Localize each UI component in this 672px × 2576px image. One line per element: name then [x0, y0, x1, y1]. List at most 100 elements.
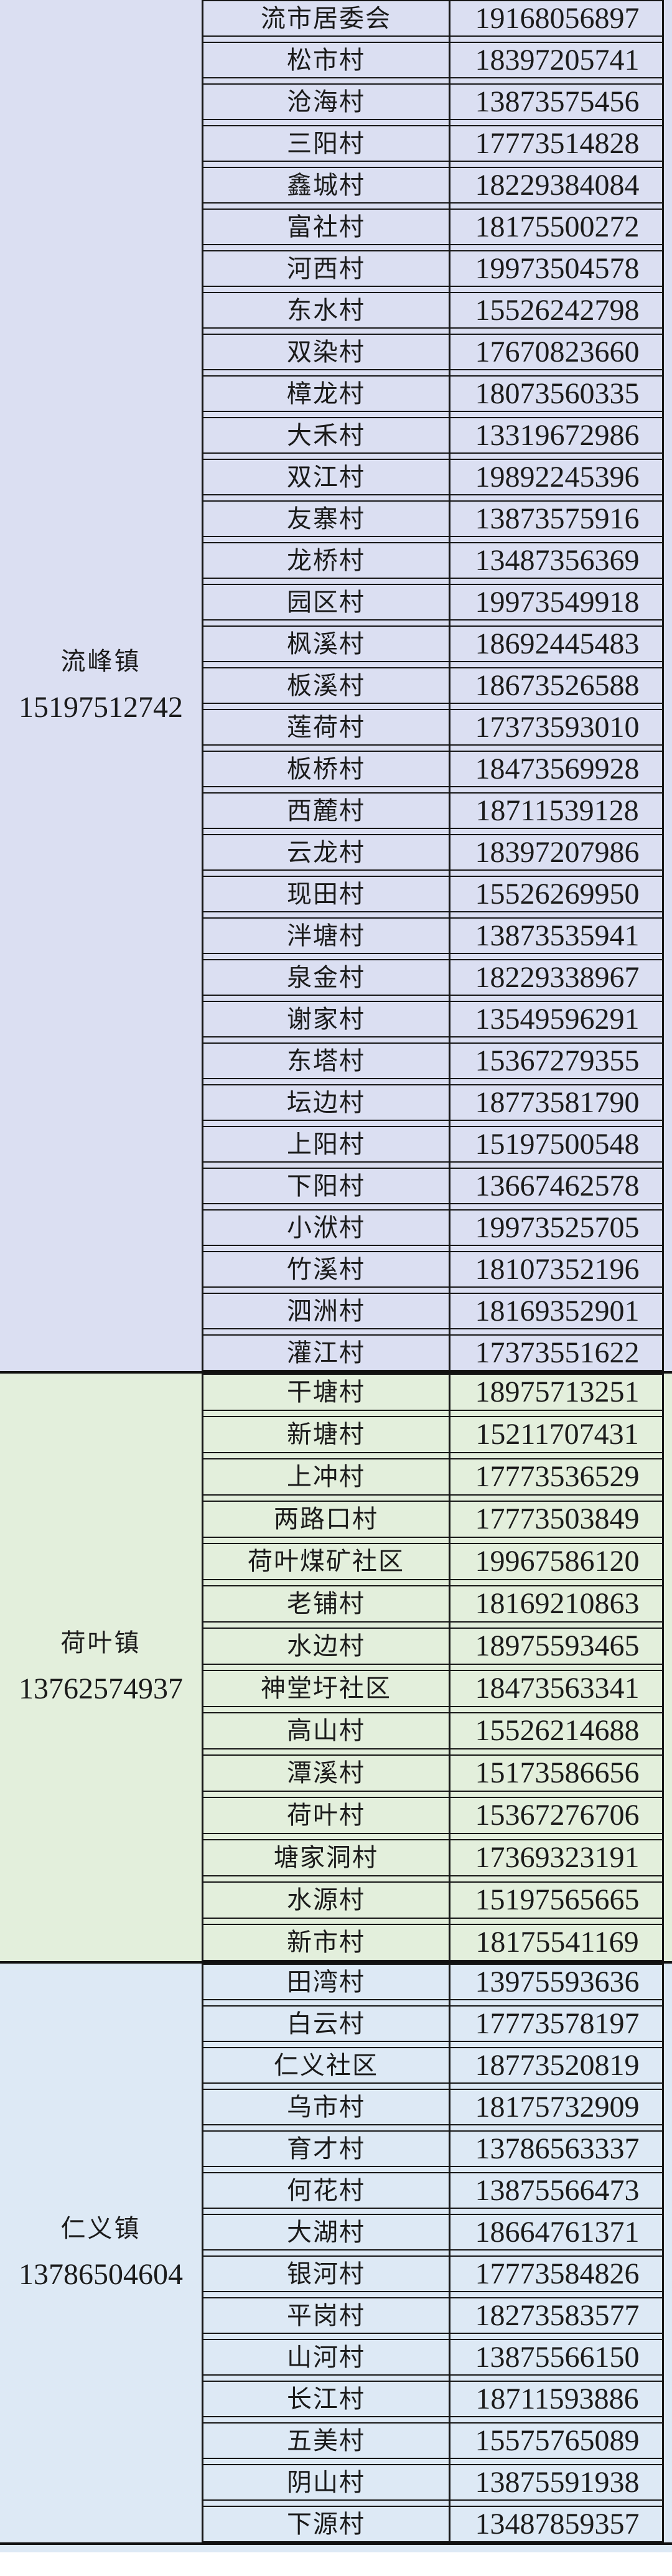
phone-number: 15526214688	[475, 1714, 640, 1747]
table-row: 新市村 18175541169	[202, 1924, 664, 1961]
table-row: 灌江村 17373551622	[202, 1334, 664, 1371]
village-name: 鑫城村	[287, 171, 365, 199]
column-divider-line	[449, 1964, 450, 2542]
phone-number: 18107352196	[475, 1252, 640, 1286]
table-row: 上冲村 17773536529	[202, 1458, 664, 1496]
table-row: 田湾村 13975593636	[202, 1964, 664, 2000]
table-row: 坛边村 18773581790	[202, 1084, 664, 1121]
table-right-border-line	[662, 0, 664, 1371]
village-name: 坛边村	[287, 1088, 365, 1117]
village-name: 枫溪村	[287, 629, 365, 658]
village-name: 谢家村	[287, 1005, 365, 1033]
village-name: 大湖村	[287, 2218, 365, 2246]
phone-number: 13319672986	[475, 418, 640, 452]
village-name: 松市村	[287, 45, 365, 74]
table-row: 白云村 17773578197	[202, 2005, 664, 2042]
table-row: 莲荷村 17373593010	[202, 709, 664, 746]
table-row: 新塘村 15211707431	[202, 1416, 664, 1453]
table-row: 高山村 15526214688	[202, 1712, 664, 1749]
table-row: 板桥村 18473569928	[202, 751, 664, 787]
town-cell: 流峰镇 15197512742	[0, 0, 202, 1371]
village-name: 东水村	[287, 296, 365, 324]
village-name: 长江村	[287, 2384, 365, 2413]
phone-number: 19973504578	[475, 251, 640, 285]
town-name: 流峰镇	[60, 647, 141, 675]
phone-number: 15575765089	[475, 2424, 640, 2457]
table-row: 园区村 19973549918	[202, 584, 664, 621]
village-name: 干塘村	[287, 1378, 365, 1406]
table-row: 上阳村 15197500548	[202, 1126, 664, 1163]
village-name: 阴山村	[287, 2468, 365, 2496]
village-name: 两路口村	[274, 1505, 378, 1533]
table-row: 流市居委会 19168056897	[202, 0, 664, 37]
table-row: 何花村 13875566473	[202, 2172, 664, 2209]
phone-number: 17373551622	[475, 1336, 640, 1369]
table-row: 老铺村 18169210863	[202, 1585, 664, 1623]
phone-number: 18273583577	[475, 2298, 640, 2332]
table-row: 仁义社区 18773520819	[202, 2047, 664, 2084]
table-row: 东塔村 15367279355	[202, 1042, 664, 1079]
table-row: 干塘村 18975713251	[202, 1374, 664, 1411]
phone-number: 18711539128	[475, 794, 639, 827]
phone-number: 18773581790	[475, 1085, 640, 1119]
phone-number: 18175732909	[475, 2090, 640, 2124]
village-name: 河西村	[287, 254, 365, 283]
column-divider-line	[202, 0, 203, 1371]
section-divider	[0, 1961, 672, 1964]
section-heye: 荷叶镇 13762574937 干塘村 18975713251 新塘村 1521170…	[0, 1374, 672, 1961]
table-row: 乌市村 18175732909	[202, 2089, 664, 2125]
village-name: 云龙村	[287, 838, 365, 866]
village-name: 山河村	[287, 2343, 365, 2371]
rows-container: 干塘村 18975713251 新塘村 15211707431 上冲村 177735365…	[202, 1374, 672, 1961]
table-row: 沧海村 13873575456	[202, 83, 664, 120]
phone-number: 17773514828	[475, 126, 640, 160]
village-name: 上冲村	[287, 1463, 365, 1491]
phone-number: 18664761371	[475, 2215, 640, 2249]
village-name: 平岗村	[287, 2301, 365, 2330]
table-row: 下源村 13487859357	[202, 2506, 664, 2542]
phone-number: 13786563337	[475, 2132, 640, 2165]
village-name: 板溪村	[287, 671, 365, 700]
phone-number: 18073560335	[475, 377, 640, 410]
table-row: 樟龙村 18073560335	[202, 375, 664, 412]
village-name: 田湾村	[287, 1967, 365, 1996]
village-name: 乌市村	[287, 2092, 365, 2121]
rows-container: 流市居委会 19168056897 松市村 18397205741 沧海村 1387357…	[202, 0, 672, 1371]
village-name: 流市居委会	[261, 4, 391, 32]
table-row: 竹溪村 18107352196	[202, 1251, 664, 1288]
phone-number: 18175500272	[475, 210, 640, 243]
phone-number: 13667462578	[475, 1169, 640, 1202]
phone-number: 18473569928	[475, 752, 640, 785]
village-name: 灌江村	[287, 1338, 365, 1367]
village-name: 大禾村	[287, 421, 365, 449]
phone-number: 17773536529	[475, 1460, 640, 1493]
phone-number: 13487859357	[475, 2507, 640, 2541]
town-name: 仁义镇	[60, 2214, 141, 2242]
village-name: 白云村	[287, 2009, 365, 2038]
phone-number: 13875566473	[475, 2173, 640, 2207]
phone-number: 18229384084	[475, 168, 640, 202]
phone-number: 18229338967	[475, 960, 640, 994]
table-row: 育才村 13786563337	[202, 2130, 664, 2167]
table-row: 山河村 13875566150	[202, 2339, 664, 2376]
village-name: 何花村	[287, 2176, 365, 2204]
village-name: 小洑村	[287, 1213, 365, 1242]
table-row: 神堂圩社区 18473563341	[202, 1670, 664, 1707]
phone-number: 18169210863	[475, 1587, 640, 1620]
village-name: 板桥村	[287, 754, 365, 783]
phone-number: 18711593886	[475, 2382, 639, 2415]
village-name: 神堂圩社区	[261, 1674, 391, 1702]
table-row: 现田村 15526269950	[202, 876, 664, 912]
table-row: 荷叶煤矿社区 19967586120	[202, 1543, 664, 1580]
phone-number: 15197565665	[475, 1883, 640, 1916]
village-name: 荷叶村	[287, 1801, 365, 1829]
phone-number: 19892245396	[475, 460, 640, 494]
village-name: 沧海村	[287, 87, 365, 116]
village-name: 莲荷村	[287, 713, 365, 741]
table-row: 双染村 17670823660	[202, 334, 664, 370]
village-name: 塘家洞村	[274, 1843, 378, 1871]
table-row: 双江村 19892245396	[202, 459, 664, 495]
table-row: 枫溪村 18692445483	[202, 625, 664, 662]
phone-number: 13875566150	[475, 2340, 640, 2374]
phone-number: 18773520819	[475, 2048, 640, 2082]
